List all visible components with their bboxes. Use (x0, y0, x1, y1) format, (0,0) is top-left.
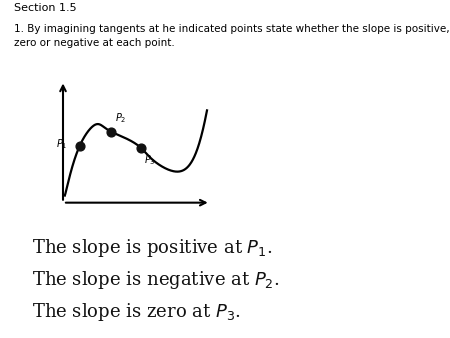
Point (137, 145, 144, 150)
Point (76, 143, 83, 149)
Text: The slope is zero at $P_{3}$.: The slope is zero at $P_{3}$. (32, 301, 240, 323)
Text: $P_3$: $P_3$ (144, 153, 156, 167)
Text: $P_2$: $P_2$ (115, 111, 126, 125)
Text: The slope is negative at $P_{2}$.: The slope is negative at $P_{2}$. (32, 269, 279, 291)
Text: The slope is positive at $P_{1}$.: The slope is positive at $P_{1}$. (32, 237, 272, 259)
Text: $P_1$: $P_1$ (55, 138, 67, 151)
Point (108, 129, 115, 135)
Text: Section 1.5: Section 1.5 (14, 3, 76, 14)
Text: 1. By imagining tangents at he indicated points state whether the slope is posit: 1. By imagining tangents at he indicated… (14, 24, 449, 48)
